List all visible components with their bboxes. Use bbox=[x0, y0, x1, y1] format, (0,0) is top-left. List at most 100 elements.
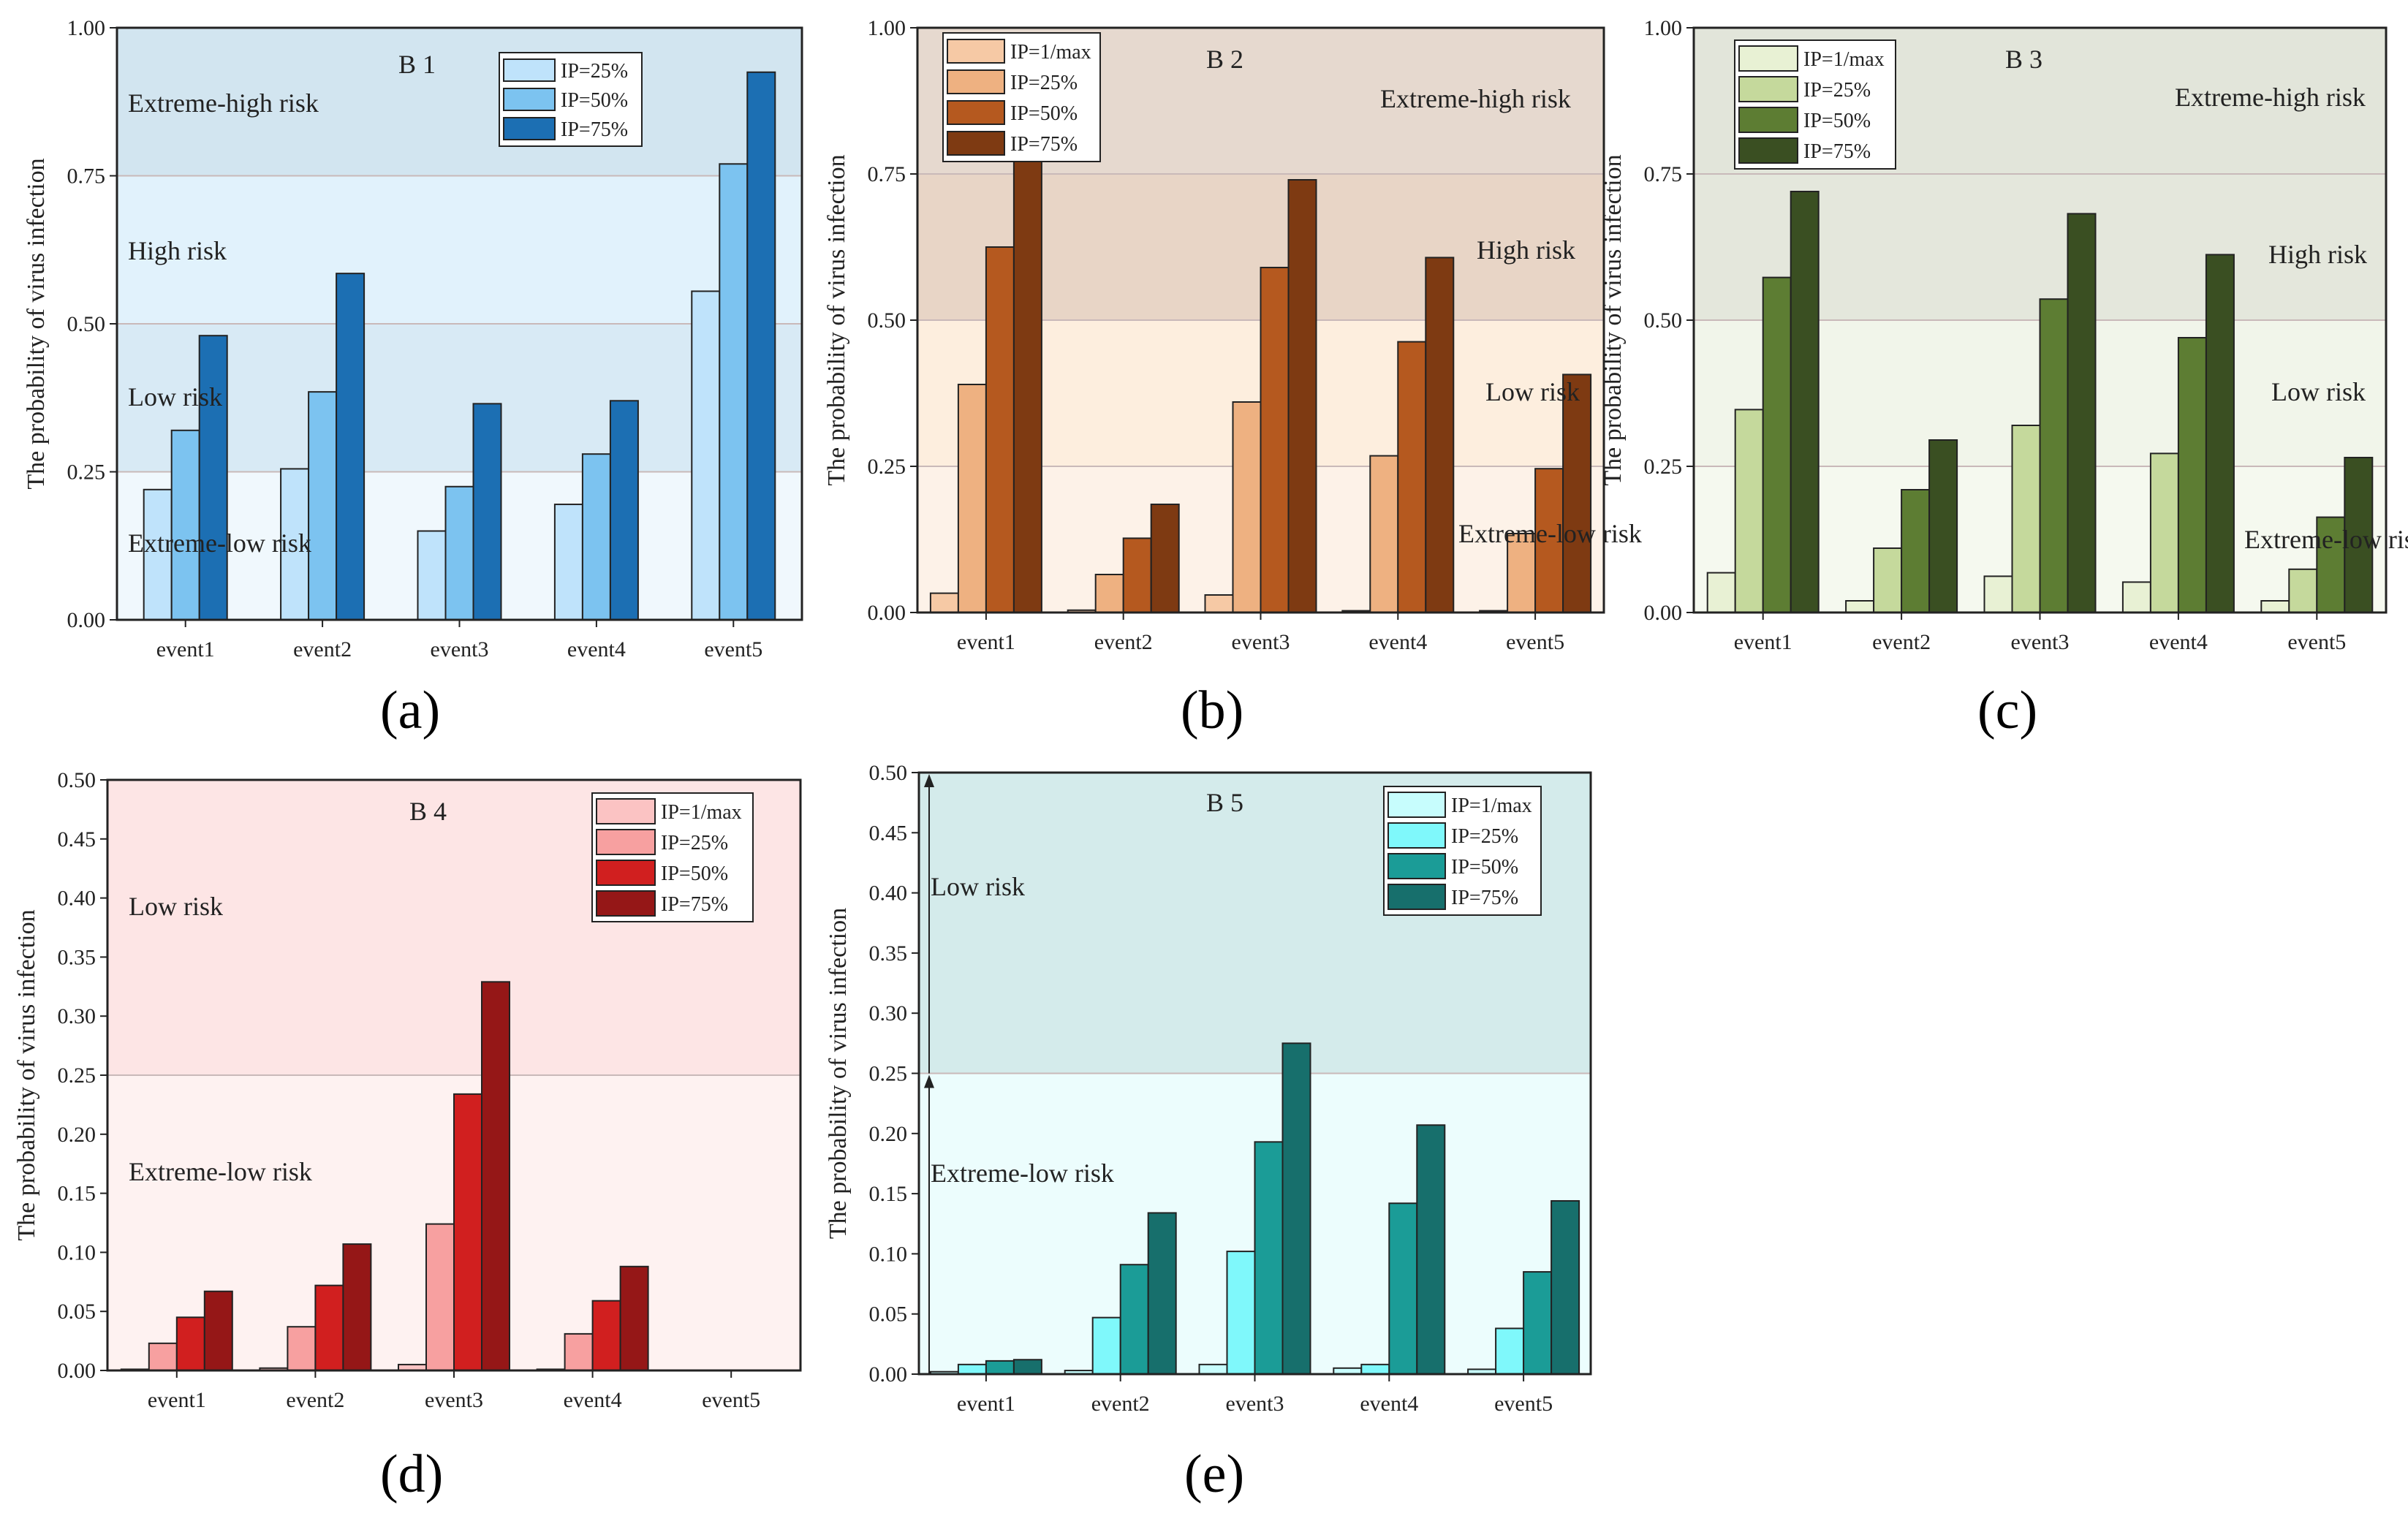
risk-zone-label: Extreme-high risk bbox=[2175, 83, 2366, 112]
chart-title: B 4 bbox=[409, 797, 447, 826]
y-tick-label: 0.50 bbox=[869, 761, 908, 785]
bar bbox=[1495, 1327, 1525, 1376]
risk-zone-label: Low risk bbox=[129, 892, 223, 921]
bar bbox=[342, 1243, 372, 1372]
bar bbox=[2067, 213, 2097, 613]
bar bbox=[619, 1265, 649, 1371]
bar bbox=[1734, 409, 1764, 614]
bar bbox=[1873, 547, 1903, 613]
x-tick-label: event3 bbox=[425, 1388, 483, 1412]
x-tick-label: event2 bbox=[293, 637, 352, 661]
risk-zone-band bbox=[117, 28, 802, 176]
x-tick-label: event1 bbox=[148, 1388, 206, 1412]
legend-label: IP=1/max bbox=[661, 801, 742, 824]
panel-label-e: (e) bbox=[1184, 1444, 1245, 1504]
y-tick-label: 0.10 bbox=[869, 1242, 908, 1266]
legend-label: IP=25% bbox=[661, 832, 728, 854]
y-tick-label: 0.40 bbox=[58, 887, 96, 911]
legend-label: IP=75% bbox=[561, 118, 628, 141]
chart-b: event1 event2 event3 event4 event5 Extreme-lo… bbox=[823, 16, 1642, 654]
bar bbox=[1119, 1264, 1149, 1375]
bar bbox=[1091, 1316, 1121, 1375]
x-tick-label: event3 bbox=[2011, 630, 2070, 654]
bar bbox=[203, 1290, 233, 1372]
bar bbox=[1369, 455, 1399, 613]
y-tick-label: 0.50 bbox=[58, 768, 96, 792]
bar bbox=[1012, 1359, 1042, 1376]
y-tick-label: 0.20 bbox=[58, 1123, 96, 1147]
bar bbox=[553, 504, 583, 621]
risk-zone-label: High risk bbox=[1477, 235, 1575, 265]
legend-swatch bbox=[1387, 884, 1446, 910]
bar bbox=[2039, 298, 2069, 613]
bar bbox=[1287, 179, 1317, 613]
x-tick-label: event3 bbox=[431, 637, 489, 661]
bar bbox=[2121, 581, 2151, 614]
bar bbox=[1762, 276, 1792, 613]
bar bbox=[1388, 1202, 1418, 1375]
bar bbox=[1416, 1124, 1446, 1375]
y-tick-label: 0.15 bbox=[58, 1182, 96, 1206]
x-tick-label: event5 bbox=[1494, 1392, 1553, 1416]
bar bbox=[1562, 373, 1592, 614]
bar bbox=[1012, 159, 1042, 613]
bar bbox=[985, 246, 1015, 613]
x-tick-label: event4 bbox=[1360, 1392, 1418, 1416]
risk-zone-label: High risk bbox=[128, 236, 227, 265]
bar bbox=[1094, 574, 1124, 613]
y-tick-label: 0.00 bbox=[58, 1359, 96, 1383]
bar bbox=[2316, 516, 2346, 613]
y-tick-label: 0.00 bbox=[67, 608, 106, 632]
panel-label-d: (d) bbox=[380, 1444, 444, 1504]
legend-swatch bbox=[1738, 137, 1798, 164]
bar bbox=[1706, 572, 1736, 613]
bar bbox=[2011, 425, 2041, 613]
x-tick-label: event1 bbox=[1734, 630, 1792, 654]
y-tick-label: 0.50 bbox=[868, 308, 906, 333]
legend-swatch bbox=[1738, 76, 1798, 102]
bar bbox=[1147, 1212, 1177, 1376]
y-tick-label: 0.15 bbox=[869, 1182, 908, 1206]
legend-label: IP=25% bbox=[1803, 79, 1871, 102]
y-tick-label: 0.35 bbox=[58, 945, 96, 969]
legend-label: IP=50% bbox=[661, 862, 728, 885]
bar bbox=[1226, 1251, 1256, 1376]
legend-label: IP=50% bbox=[1803, 110, 1871, 132]
x-tick-label: event4 bbox=[567, 637, 626, 661]
y-tick-label: 0.10 bbox=[58, 1240, 96, 1264]
risk-zone-band bbox=[117, 175, 802, 324]
legend-swatch bbox=[947, 69, 1005, 94]
legend-label: IP=50% bbox=[561, 89, 628, 112]
y-tick-label: 0.75 bbox=[1644, 162, 1683, 186]
risk-zone-label: Low risk bbox=[931, 872, 1025, 901]
y-tick-label: 1.00 bbox=[868, 16, 906, 40]
bar bbox=[1360, 1363, 1390, 1376]
bar bbox=[2260, 600, 2290, 613]
y-axis-label: The probability of virus infection bbox=[825, 908, 852, 1239]
y-tick-label: 0.25 bbox=[1644, 455, 1683, 479]
legend-swatch bbox=[596, 890, 656, 917]
legend-swatch bbox=[1387, 792, 1446, 818]
legend-label: IP=75% bbox=[1010, 133, 1078, 156]
y-tick-label: 0.25 bbox=[67, 460, 106, 485]
bar bbox=[1523, 1271, 1553, 1375]
bar bbox=[929, 592, 959, 613]
bar bbox=[175, 1316, 205, 1372]
x-tick-label: event1 bbox=[156, 637, 215, 661]
y-tick-label: 1.00 bbox=[1644, 16, 1683, 40]
x-tick-label: event5 bbox=[704, 637, 762, 661]
bar bbox=[1983, 575, 2013, 614]
legend-swatch bbox=[596, 798, 656, 824]
risk-zone-label: Extreme-low risk bbox=[2244, 525, 2408, 554]
chart-c: event1 event2 event3 event4 event5 Extreme-lo… bbox=[1599, 16, 2408, 654]
y-axis-label: The probability of virus infection bbox=[823, 154, 850, 485]
bar bbox=[719, 163, 749, 621]
bar bbox=[2177, 337, 2207, 613]
bar bbox=[2149, 452, 2179, 614]
y-tick-label: 0.00 bbox=[869, 1362, 908, 1387]
bar bbox=[1254, 1141, 1284, 1376]
bar bbox=[287, 1326, 317, 1372]
bar bbox=[314, 1284, 344, 1371]
risk-zone-label: Extreme-high risk bbox=[1380, 84, 1571, 113]
legend-swatch bbox=[1387, 822, 1446, 849]
